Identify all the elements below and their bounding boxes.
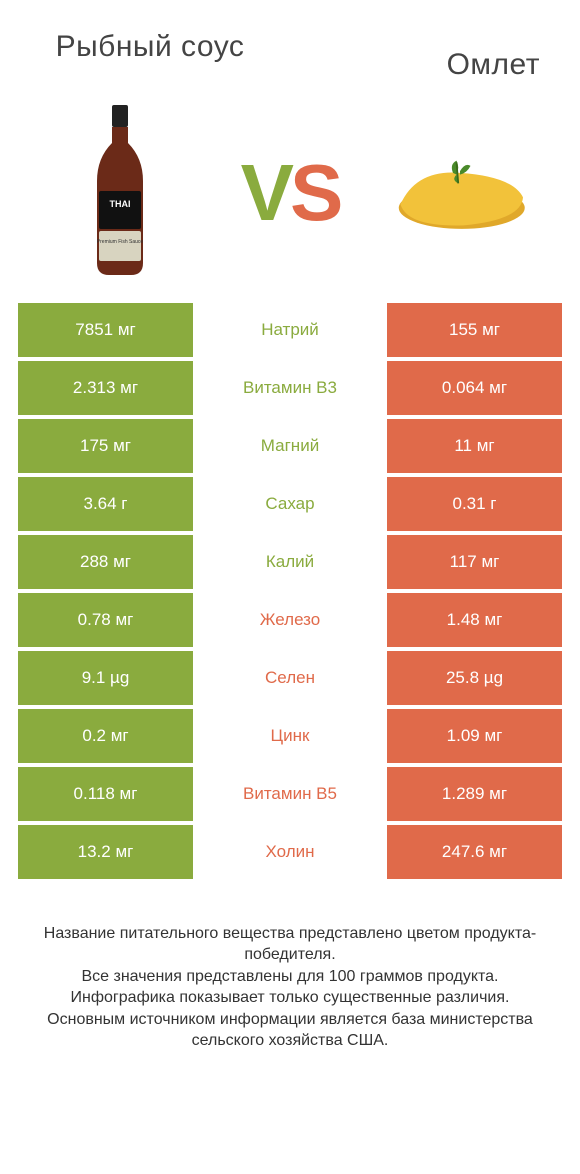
footer-line: Название питательного вещества представл… [28,923,552,966]
cell-left: 0.118 мг [18,767,193,821]
cell-right: 1.48 мг [387,593,562,647]
cell-label: Натрий [193,303,387,357]
cell-right: 155 мг [387,303,562,357]
cell-right: 11 мг [387,419,562,473]
cell-label: Холин [193,825,387,879]
cell-label: Сахар [193,477,387,531]
table-row: 0.78 мгЖелезо1.48 мг [18,593,562,647]
cell-label: Железо [193,593,387,647]
table-row: 7851 мгНатрий155 мг [18,303,562,357]
images-row: THAI Premium Fish Sauce VS [0,93,580,303]
cell-right: 25.8 µg [387,651,562,705]
cell-left: 175 мг [18,419,193,473]
vs-v: V [241,148,290,237]
omelette-icon [390,103,530,283]
cell-right: 247.6 мг [387,825,562,879]
vs-label: VS [241,147,340,239]
cell-left: 2.313 мг [18,361,193,415]
vs-s: S [290,148,339,237]
cell-left: 288 мг [18,535,193,589]
cell-left: 0.78 мг [18,593,193,647]
footer-line: Основным источником информации является … [28,1009,552,1052]
header: Рыбный соус Омлет [0,0,580,93]
table-row: 13.2 мгХолин247.6 мг [18,825,562,879]
table-row: 288 мгКалий117 мг [18,535,562,589]
svg-text:Premium Fish Sauce: Premium Fish Sauce [97,239,144,245]
table-row: 0.118 мгВитамин B51.289 мг [18,767,562,821]
svg-text:THAI: THAI [110,199,131,209]
cell-label: Калий [193,535,387,589]
footer: Название питательного вещества представл… [0,883,580,1053]
table-row: 175 мгМагний11 мг [18,419,562,473]
cell-left: 3.64 г [18,477,193,531]
fish-sauce-icon: THAI Premium Fish Sauce [50,103,190,283]
cell-right: 0.31 г [387,477,562,531]
cell-left: 7851 мг [18,303,193,357]
title-left: Рыбный соус [40,30,260,83]
footer-line: Все значения представлены для 100 граммо… [28,966,552,988]
cell-label: Магний [193,419,387,473]
cell-label: Селен [193,651,387,705]
cell-label: Витамин B3 [193,361,387,415]
cell-left: 0.2 мг [18,709,193,763]
cell-label: Цинк [193,709,387,763]
cell-left: 13.2 мг [18,825,193,879]
cell-left: 9.1 µg [18,651,193,705]
cell-label: Витамин B5 [193,767,387,821]
nutrient-table: 7851 мгНатрий155 мг2.313 мгВитамин B30.0… [0,303,580,879]
title-right: Омлет [320,30,540,83]
table-row: 3.64 гСахар0.31 г [18,477,562,531]
cell-right: 1.289 мг [387,767,562,821]
footer-line: Инфографика показывает только существенн… [28,987,552,1009]
table-row: 0.2 мгЦинк1.09 мг [18,709,562,763]
cell-right: 117 мг [387,535,562,589]
cell-right: 0.064 мг [387,361,562,415]
table-row: 9.1 µgСелен25.8 µg [18,651,562,705]
table-row: 2.313 мгВитамин B30.064 мг [18,361,562,415]
cell-right: 1.09 мг [387,709,562,763]
